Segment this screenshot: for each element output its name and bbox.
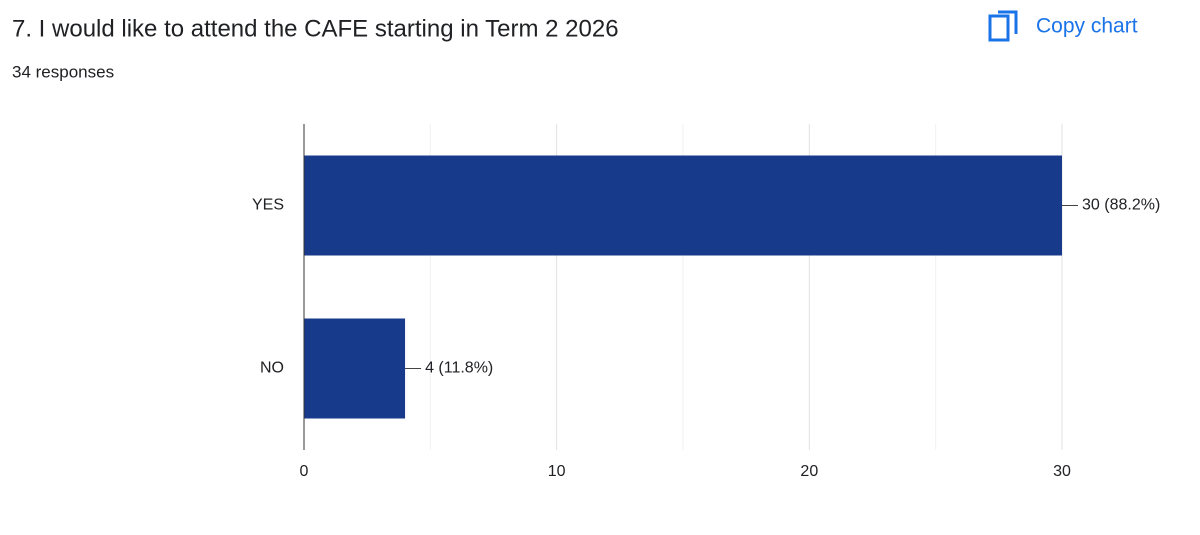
x-tick-label: 20 — [800, 463, 818, 480]
y-tick-label: NO — [260, 360, 284, 377]
value-label: 30 (88.2%) — [1082, 197, 1160, 214]
copy-chart-label[interactable]: Copy chart — [1036, 15, 1138, 38]
copy-icon-back — [998, 10, 1018, 34]
copy-chart-button[interactable]: Copy chart — [988, 10, 1138, 42]
x-tick-label: 10 — [548, 463, 566, 480]
bar — [304, 155, 1062, 256]
y-tick-label: YES — [252, 197, 284, 214]
copy-icon — [988, 14, 1010, 42]
chart-subtitle: 34 responses — [12, 62, 114, 81]
value-label: 4 (11.8%) — [425, 360, 493, 377]
x-tick-label: 0 — [300, 463, 309, 480]
x-tick-label: 30 — [1053, 463, 1071, 480]
bar — [304, 318, 406, 419]
chart-title: 7. I would like to attend the CAFE start… — [12, 15, 619, 42]
